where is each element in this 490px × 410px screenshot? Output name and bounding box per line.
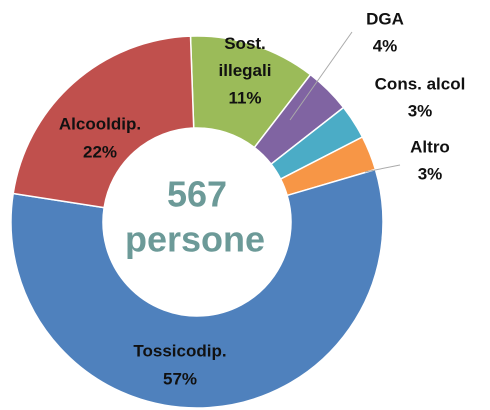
center-number: 567: [167, 174, 227, 215]
slice-label: Cons. alcol: [375, 74, 466, 93]
slice-label: Tossicodip.: [133, 341, 226, 360]
center-label: persone: [125, 219, 265, 260]
value-label: 22%: [83, 142, 117, 161]
donut-hole: [104, 129, 290, 315]
slices: [10, 35, 384, 409]
slice: [12, 35, 195, 209]
value-label: 3%: [408, 101, 433, 120]
slice-label: Sost. illegali: [219, 34, 272, 80]
value-label: 57%: [163, 369, 197, 388]
value-label: 4%: [373, 36, 398, 55]
leader-line: [364, 164, 401, 173]
value-label: 3%: [418, 164, 443, 183]
slice-label: Altro: [410, 137, 450, 156]
slice-label: DGA: [366, 9, 404, 28]
value-label: 11%: [228, 88, 261, 107]
slice-label: Alcooldip.: [59, 114, 141, 133]
slice: [10, 168, 384, 409]
leader-line: [289, 31, 353, 121]
